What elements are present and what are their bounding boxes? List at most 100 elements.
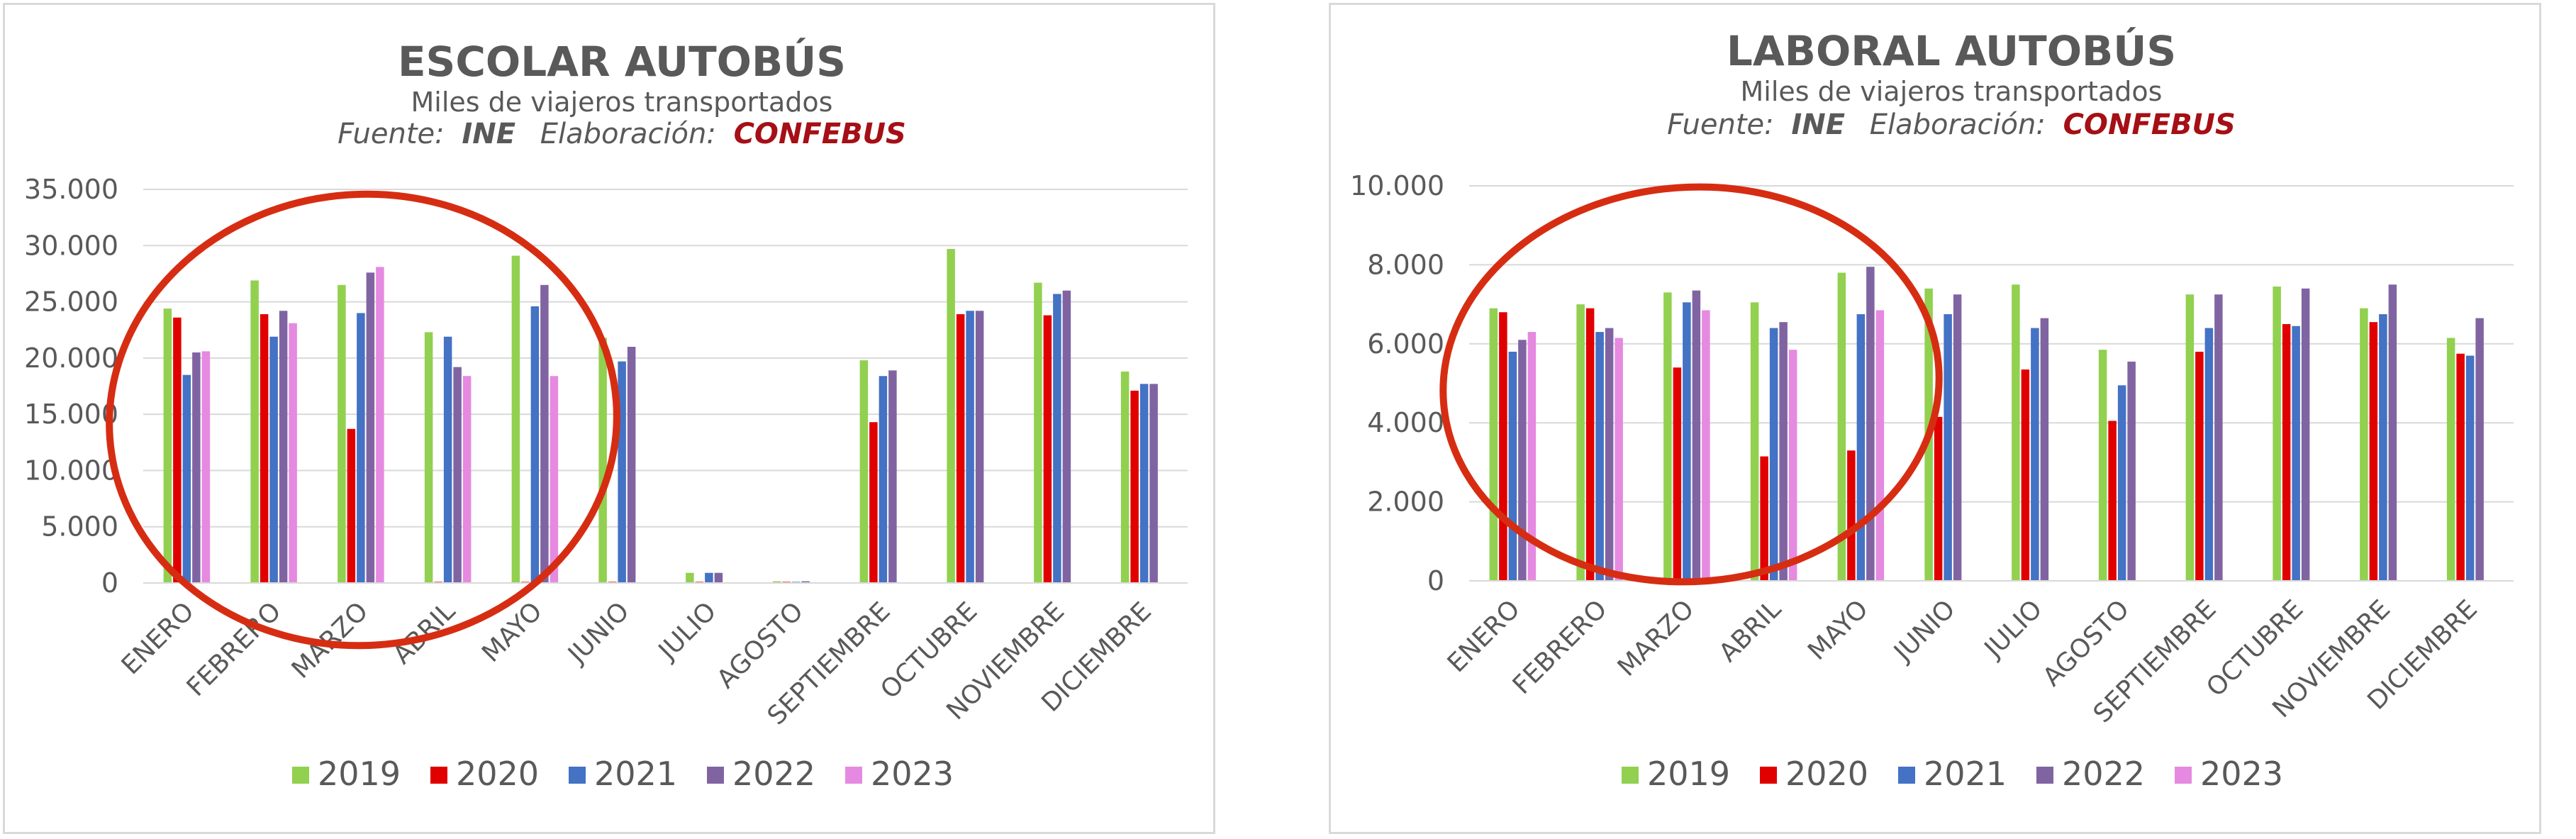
bar-2020-agosto (2108, 421, 2117, 581)
x-tick-label: ABRIL (1714, 594, 1787, 667)
bar-2021-julio (705, 572, 713, 583)
bar-2022-octubre (2301, 288, 2310, 581)
legend-label: 2020 (456, 755, 539, 793)
legend-swatch (569, 767, 586, 784)
bar-2020-octubre (2282, 323, 2291, 581)
bar-2022-mayo (540, 284, 549, 583)
y-tick-label: 10.000 (1350, 170, 1444, 201)
bar-2021-noviembre (1053, 294, 1061, 583)
bar-2022-septiembre (2214, 294, 2223, 581)
bar-2021-febrero (1595, 332, 1604, 581)
y-tick-label: 2.000 (1367, 487, 1444, 518)
bar-2021-agosto (2117, 385, 2126, 581)
bar-2019-julio (2012, 284, 2020, 581)
bar-2019-septiembre (859, 360, 869, 583)
bar-2023-mayo (1875, 310, 1885, 581)
legend-swatch (430, 767, 447, 784)
chart-laboral: LABORAL AUTOBÚS Miles de viajeros transp… (1350, 26, 2514, 793)
bar-2020-febrero (1585, 308, 1595, 581)
bar-2020-abril (1760, 456, 1768, 581)
bar-2020-febrero (260, 314, 269, 583)
legend-label: 2023 (871, 755, 954, 793)
chart-escolar: ESCOLAR AUTOBÚS Miles de viajeros transp… (24, 37, 1188, 793)
bar-2022-noviembre (1062, 290, 1071, 583)
bar-2020-noviembre (1043, 315, 1052, 583)
source-name: INE (1791, 109, 1845, 141)
bar-2022-diciembre (2475, 318, 2484, 581)
y-tick-label: 30.000 (24, 230, 118, 261)
highlight-ellipse (106, 190, 620, 650)
chart-title: LABORAL AUTOBÚS (1727, 26, 2176, 75)
source-name: INE (462, 118, 515, 150)
bar-2019-marzo (1663, 292, 1672, 581)
bar-2022-marzo (366, 272, 375, 583)
bar-2022-diciembre (1149, 384, 1158, 583)
x-tick-label: JUNIO (562, 596, 635, 669)
bar-2019-noviembre (1034, 282, 1042, 583)
bar-2022-septiembre (888, 370, 897, 583)
legend-swatch (1622, 767, 1639, 784)
bar-2022-agosto (801, 581, 810, 583)
bar-2021-junio (1944, 314, 1952, 581)
legend-label: 2019 (318, 755, 401, 793)
legend-swatch (292, 767, 309, 784)
y-tick-label: 8.000 (1367, 249, 1444, 280)
bar-2021-junio (618, 361, 626, 583)
bar-2023-febrero (289, 323, 297, 583)
y-tick-label: 10.000 (24, 455, 118, 486)
bar-2023-marzo (1702, 310, 1710, 581)
bar-2019-septiembre (2185, 294, 2195, 581)
bar-2023-abril (1788, 350, 1797, 581)
bar-2020-marzo (347, 428, 356, 583)
bar-2019-diciembre (1120, 371, 1130, 583)
y-tick-label: 6.000 (1367, 328, 1444, 360)
x-tick-label: ENERO (116, 596, 200, 680)
elab-name: CONFEBUS (2063, 109, 2236, 141)
legend: 2019 2020 2021 2022 2023 (1622, 755, 2283, 793)
bar-2020-septiembre (869, 422, 878, 583)
bar-2019-abril (424, 332, 433, 583)
bar-2021-marzo (357, 313, 365, 583)
bar-2021-noviembre (2379, 314, 2387, 581)
y-tick-label: 35.000 (24, 174, 118, 205)
bar-2019-octubre (2273, 287, 2281, 581)
bar-2019-marzo (338, 284, 346, 583)
bar-2019-abril (1750, 302, 1759, 581)
legend-swatch (1760, 767, 1777, 784)
bar-2021-septiembre (2204, 328, 2214, 581)
legend-label: 2019 (1647, 755, 1730, 793)
bar-2021-octubre (966, 311, 974, 583)
bar-2019-agosto (2098, 350, 2107, 581)
x-tick-label: JULIO (652, 596, 722, 666)
bar-2023-abril (462, 376, 472, 583)
bar-2020-diciembre (1130, 390, 1139, 583)
x-tick-label: ENERO (1442, 594, 1526, 678)
bar-2022-enero (1518, 340, 1527, 581)
y-tick-label: 0 (101, 567, 118, 599)
bar-2021-julio (2031, 328, 2039, 581)
bar-2021-marzo (1683, 302, 1691, 581)
legend-label: 2021 (1924, 755, 2007, 793)
bar-2022-junio (1953, 294, 1962, 581)
bar-2021-diciembre (1139, 384, 1149, 583)
bar-2022-julio (2040, 318, 2049, 581)
bar-2022-enero (192, 352, 201, 583)
highlight-ellipse (1439, 183, 1943, 586)
legend-swatch (1898, 767, 1915, 784)
bar-2019-junio (598, 338, 607, 583)
chart-source: Fuente: INE Elaboración: CONFEBUS (338, 118, 906, 150)
source-prefix: Fuente: (1667, 109, 1773, 141)
chart-source: Fuente: INE Elaboración: CONFEBUS (1667, 109, 2236, 141)
bar-2022-mayo (1866, 267, 1875, 581)
legend-label: 2020 (1785, 755, 1868, 793)
bar-2020-noviembre (2369, 322, 2378, 581)
legend-label: 2021 (594, 755, 677, 793)
bar-2023-enero (201, 351, 211, 583)
chart-panel-laboral: LABORAL AUTOBÚS Miles de viajeros transp… (1329, 3, 2541, 834)
bar-2022-marzo (1692, 290, 1701, 581)
bar-2022-junio (627, 347, 636, 583)
x-tick-label: MARZO (1612, 594, 1700, 682)
bar-2020-junio (1934, 416, 1943, 581)
bar-2021-abril (1769, 328, 1778, 581)
bar-2019-febrero (1576, 304, 1585, 581)
